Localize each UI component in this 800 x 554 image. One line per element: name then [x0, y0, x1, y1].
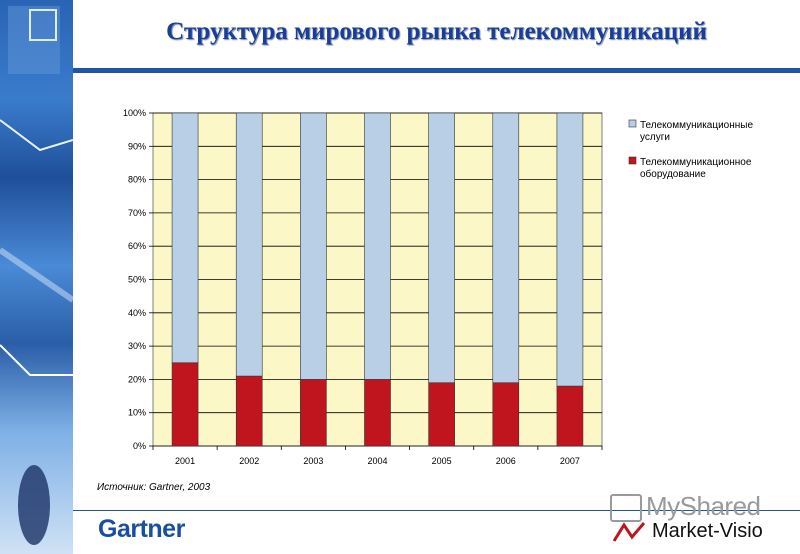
- bar-equipment: [364, 379, 391, 447]
- market-visio-text: Market-Visio: [652, 520, 763, 542]
- legend-label: оборудование: [640, 168, 706, 180]
- y-tick-label: 70%: [128, 208, 146, 218]
- x-tick-label: 2001: [175, 456, 195, 466]
- bar-services: [556, 112, 584, 387]
- legend-label: Телекоммуникационные: [640, 120, 753, 131]
- y-tick-label: 80%: [128, 175, 146, 185]
- bar-equipment: [556, 385, 584, 447]
- bar-equipment: [171, 362, 199, 447]
- bar-equipment: [428, 382, 455, 447]
- page-title: Структура мирового рынка телекоммуникаци…: [166, 18, 707, 45]
- market-visio-logo: Market-Visio: [612, 520, 763, 543]
- bar-services: [364, 112, 391, 380]
- x-tick-label: 2003: [303, 456, 323, 466]
- watermark-text: MyShared: [646, 491, 761, 521]
- gartner-logo: Gartner: [98, 515, 185, 543]
- market-visio-icon: [612, 521, 646, 542]
- y-tick-label: 100%: [123, 108, 146, 118]
- legend-swatch: [628, 119, 637, 128]
- stacked-bar-chart: 0% 10% 20% 30% 40% 50% 60% 70% 80% 90% 100% 2001 200…: [123, 108, 753, 466]
- watermark-icon: [610, 494, 642, 523]
- watermark: MyShared: [610, 491, 761, 523]
- legend-label: Телекоммуникационное: [640, 157, 752, 168]
- x-tick-label: 2007: [560, 456, 580, 466]
- bar-services: [235, 112, 263, 377]
- bar-equipment: [235, 375, 263, 447]
- y-tick-label: 50%: [128, 275, 146, 285]
- legend-label: услуги: [640, 132, 670, 143]
- x-tick-label: 2006: [496, 456, 516, 466]
- y-tick-label: 30%: [128, 341, 146, 351]
- bar-services: [492, 112, 520, 384]
- y-tick-label: 0%: [133, 441, 146, 451]
- side-strip-art: [0, 6, 73, 545]
- bar-equipment: [300, 379, 327, 447]
- y-tick-label: 20%: [128, 374, 146, 384]
- title-divider: [73, 68, 800, 73]
- legend-swatch: [628, 156, 637, 165]
- bar-services: [171, 112, 199, 364]
- y-tick-label: 60%: [128, 241, 146, 251]
- decorative-side-strip: [0, 0, 73, 554]
- footer-divider: [73, 510, 800, 511]
- bar-services: [428, 112, 455, 384]
- x-tick-label: 2004: [367, 456, 387, 466]
- bar-services: [300, 112, 327, 380]
- y-tick-label: 10%: [128, 408, 146, 418]
- y-tick-label: 40%: [128, 308, 146, 318]
- bar-equipment: [492, 382, 520, 447]
- source-note: Источник: Gartner, 2003: [97, 482, 211, 493]
- y-tick-label: 90%: [128, 141, 146, 151]
- x-tick-label: 2002: [239, 456, 259, 466]
- x-tick-label: 2005: [432, 456, 452, 466]
